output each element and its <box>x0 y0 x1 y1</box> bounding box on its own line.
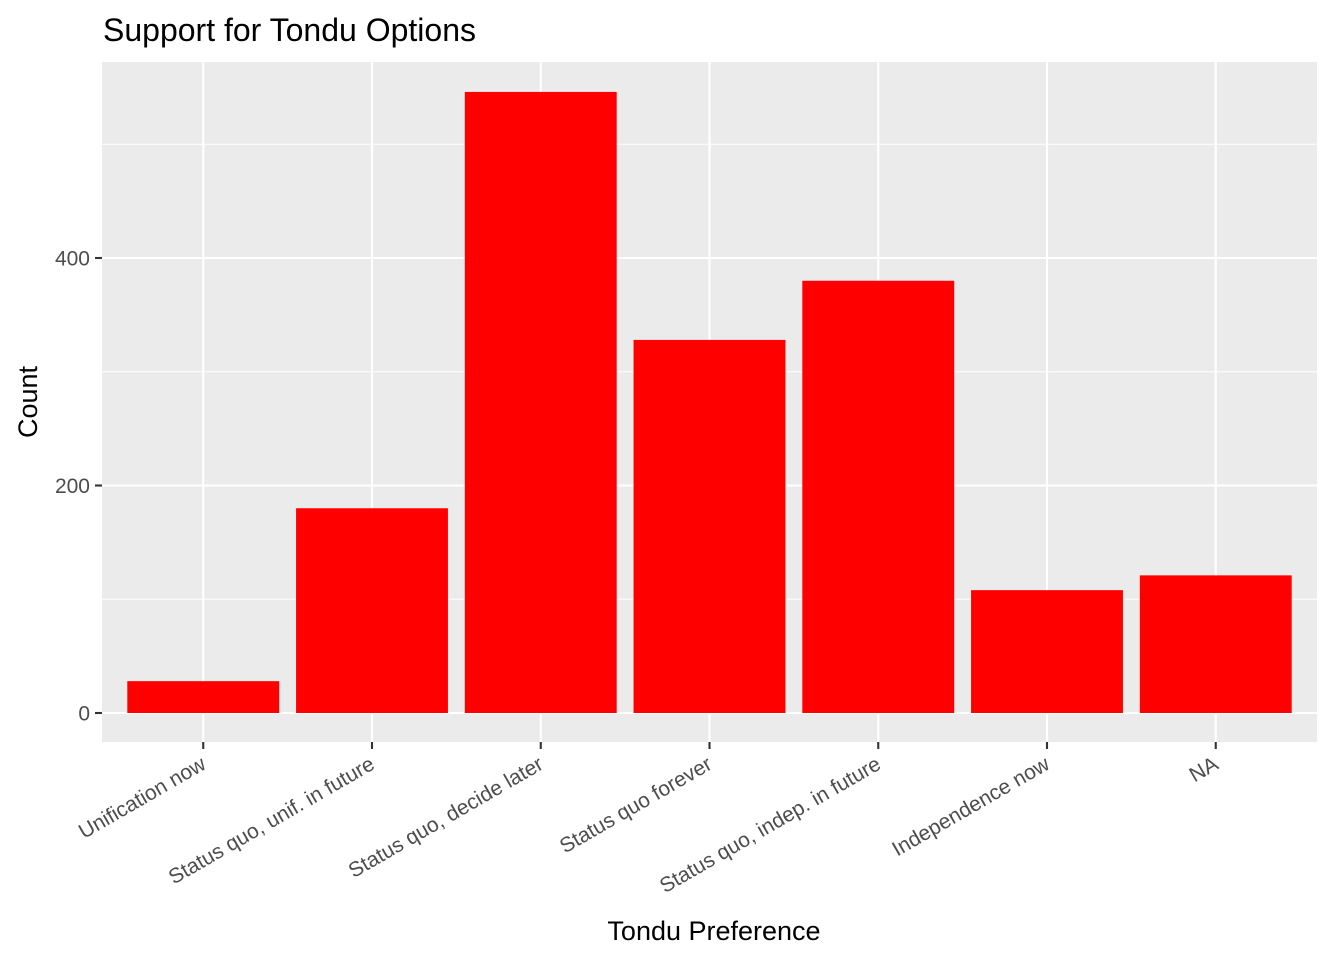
bar-1 <box>296 508 448 713</box>
x-axis-title: Tondu Preference <box>607 916 820 946</box>
bar-3 <box>633 339 786 713</box>
bar-5 <box>971 590 1123 713</box>
bar-4 <box>802 280 955 713</box>
bar-0 <box>127 681 280 713</box>
bar-6 <box>1139 575 1292 713</box>
chart-title: Support for Tondu Options <box>103 12 476 48</box>
y-tick-label: 200 <box>55 475 90 498</box>
x-tick-label: Unification now <box>75 752 211 844</box>
y-axis-title: Count <box>13 365 43 438</box>
x-tick-label: Independence now <box>888 752 1054 861</box>
bars <box>127 91 1292 714</box>
bar-2 <box>464 91 617 714</box>
y-tick-label: 400 <box>55 248 90 271</box>
y-axis: 0 200 400 <box>55 248 102 726</box>
x-tick-label: Status quo forever <box>556 752 716 858</box>
x-tick-label: NA <box>1185 752 1222 787</box>
y-tick-label: 0 <box>78 703 90 726</box>
